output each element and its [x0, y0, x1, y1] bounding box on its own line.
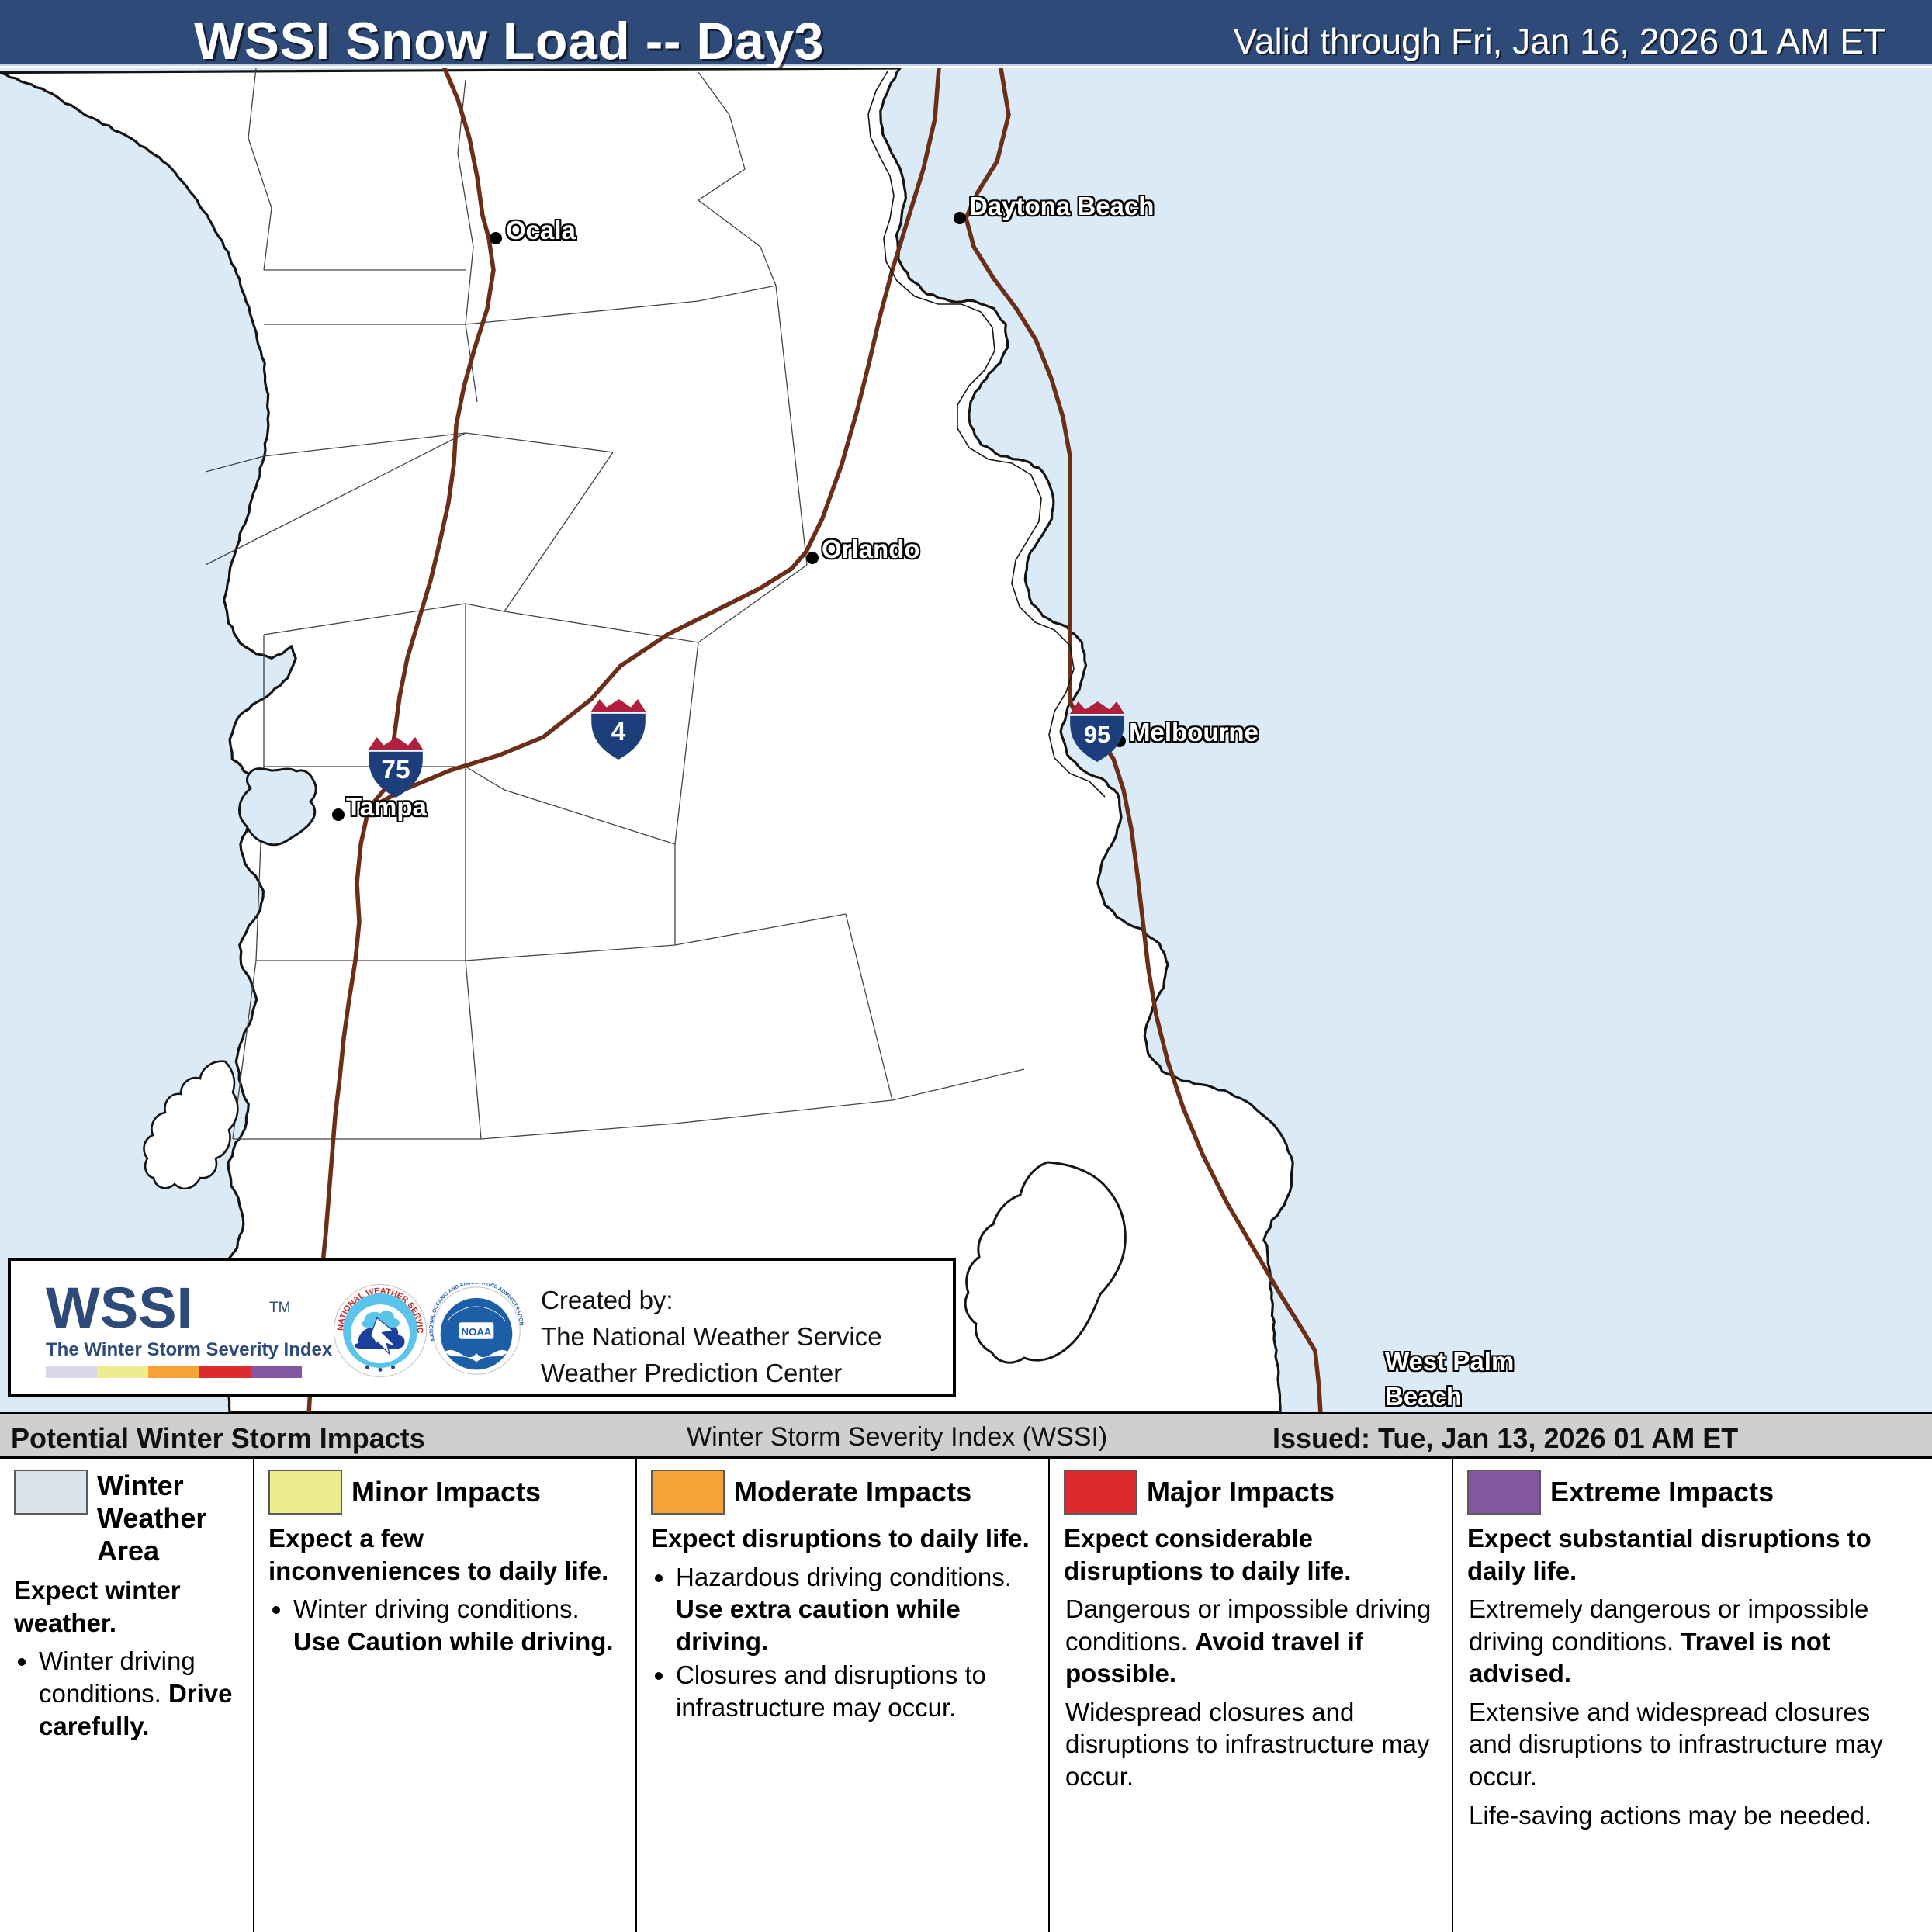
- svg-text:WSSI: WSSI: [46, 1276, 192, 1340]
- svg-text:4: 4: [611, 718, 626, 746]
- svg-text:The Winter Storm Severity Inde: The Winter Storm Severity Index: [46, 1339, 333, 1360]
- svg-text:NOAA: NOAA: [462, 1326, 492, 1338]
- svg-text:95: 95: [1084, 722, 1110, 748]
- svg-text:TM: TM: [269, 1300, 290, 1316]
- svg-text:75: 75: [381, 756, 410, 784]
